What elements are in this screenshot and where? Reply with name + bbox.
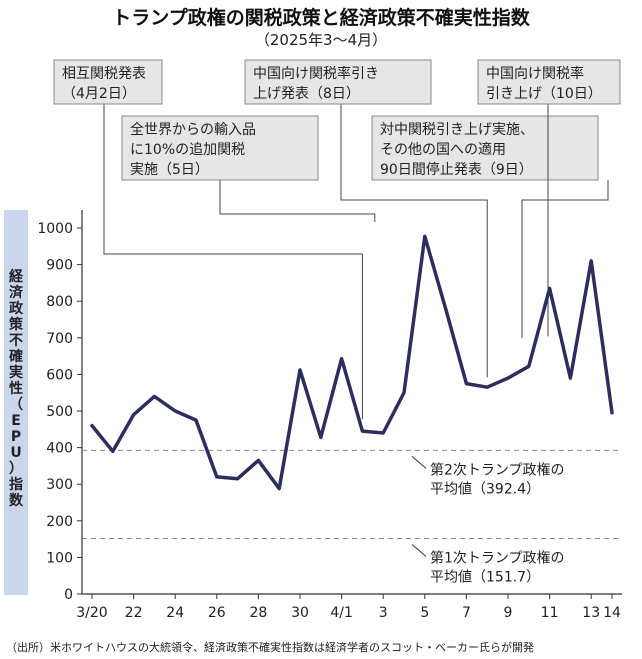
x-tick-label: 7 — [462, 605, 471, 621]
y-tick-label: 100 — [46, 550, 73, 566]
annotation-text: 対中関税引き上げ実施、 — [380, 122, 534, 138]
reference-label: 第2次トランプ政権の — [430, 461, 565, 478]
annotation-box — [371, 115, 599, 181]
y-axis-label: 経済政策不確実性（EPU）指数 — [8, 268, 24, 509]
x-tick-label: 5 — [420, 605, 429, 621]
x-tick-label: 9 — [504, 605, 513, 621]
y-axis-label-char: 指 — [9, 476, 23, 493]
x-tick-label: 11 — [541, 605, 559, 621]
y-axis-label-char: 性 — [9, 380, 23, 397]
series-line — [90, 234, 614, 491]
y-axis-label-char: 策 — [8, 316, 24, 333]
axes — [81, 210, 622, 595]
x-axis-ticks: 3/20 22 24 26 28 30 4/1 3 5 7 9 11 13 14 — [76, 594, 621, 621]
reference-pointer — [411, 456, 427, 469]
y-axis-label-char: 経 — [9, 268, 24, 285]
annotation-leader — [219, 180, 376, 222]
y-axis-label-char: 数 — [9, 492, 24, 509]
annotation-text: に10%の追加関税 — [130, 142, 245, 158]
x-tick-label: 22 — [125, 605, 143, 621]
x-tick-label: 3 — [379, 605, 388, 621]
y-axis-label-char: 実 — [9, 364, 23, 381]
y-axis-label-char: 確 — [9, 348, 23, 365]
annotation-text: 中国向け関税率引き — [253, 65, 379, 82]
x-tick-label: 4/1 — [330, 605, 353, 621]
annotation-box — [53, 59, 163, 105]
y-axis-label-band — [4, 210, 28, 595]
x-tick-label: 3/20 — [76, 605, 107, 621]
annotation-text: 90日間停止発表（9日） — [380, 161, 533, 178]
x-tick-label: 28 — [249, 605, 267, 621]
annotation-box — [244, 59, 432, 105]
reference-label: 平均値（392.4） — [430, 481, 540, 497]
annotation-text: 上げ発表（8日） — [253, 86, 360, 102]
y-axis-ticks: 0 100 200 300 400 500 600 700 800 900 1000 — [37, 221, 82, 603]
reference-label: 平均値（151.7） — [430, 569, 540, 585]
y-axis-label-char: 済 — [9, 284, 24, 301]
reference-pointer — [411, 544, 427, 557]
annotation-box — [477, 59, 621, 105]
annotation-text: 実施（5日） — [130, 162, 209, 178]
y-axis-label-char: 不 — [9, 333, 23, 349]
y-tick-label: 600 — [46, 367, 73, 383]
y-tick-label: 1000 — [37, 221, 73, 237]
source-note: （出所）米ホワイトハウスの大統領令、経済政策不確実性指数は経済学者のスコット・ベ… — [6, 640, 534, 654]
y-axis-label-char: E — [11, 413, 21, 429]
y-axis-label-char: P — [11, 429, 21, 445]
annotation-text: 中国向け関税率 — [486, 65, 584, 82]
x-tick-label: 30 — [291, 605, 309, 621]
annotation-leader — [340, 104, 488, 378]
annotation-text: 相互関税発表 — [62, 66, 146, 82]
chart-title: トランプ政権の関税政策と経済政策不確実性指数 — [112, 6, 530, 29]
annotation-text: 全世界からの輸入品 — [130, 121, 256, 138]
chart-subtitle: （2025年3～4月） — [255, 31, 387, 49]
y-tick-label: 200 — [46, 514, 73, 530]
reference-label: 第1次トランプ政権の — [430, 549, 565, 566]
annotation-leader — [521, 180, 609, 339]
y-axis-label-char: ） — [9, 461, 23, 477]
y-tick-label: 300 — [46, 477, 73, 493]
y-tick-label: 0 — [64, 587, 73, 603]
y-tick-label: 700 — [46, 331, 73, 347]
y-axis-label-char: （ — [9, 397, 23, 413]
x-tick-label: 24 — [166, 605, 184, 621]
y-tick-label: 500 — [46, 404, 73, 420]
y-axis-label-char: U — [10, 445, 21, 461]
annotation-box — [121, 115, 319, 181]
y-tick-label: 900 — [46, 258, 73, 274]
annotation-text: 引き上げ（10日） — [486, 86, 602, 102]
annotation-leader — [103, 104, 363, 420]
annotation-text: （4月2日） — [62, 86, 136, 102]
x-tick-label: 14 — [603, 605, 621, 621]
y-axis-label-char: 政 — [9, 300, 24, 317]
x-tick-label: 26 — [208, 605, 226, 621]
y-tick-label: 400 — [46, 441, 73, 457]
x-tick-label: 13 — [582, 605, 600, 621]
annotation-text: その他の国への適用 — [380, 141, 506, 158]
y-tick-label: 800 — [46, 294, 73, 310]
